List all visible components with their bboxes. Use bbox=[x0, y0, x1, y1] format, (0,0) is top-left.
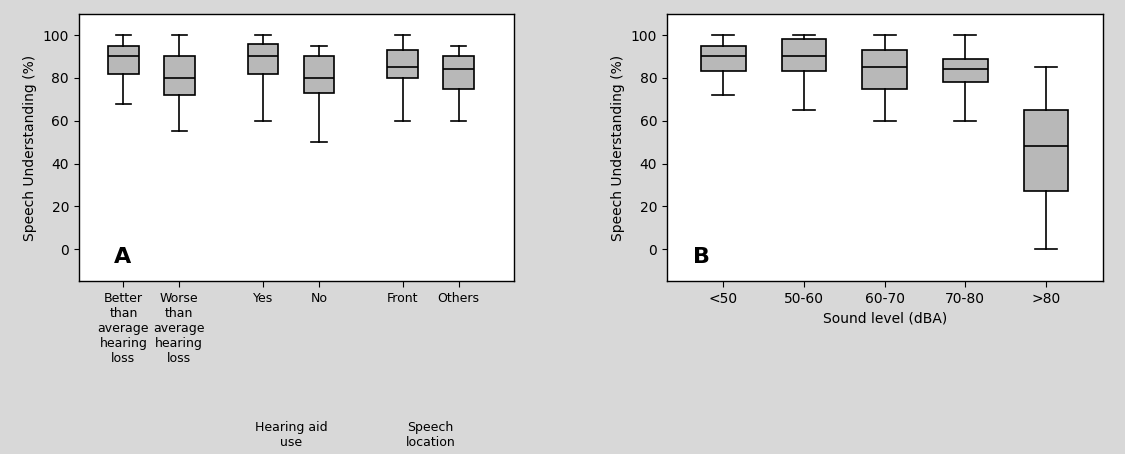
X-axis label: Sound level (dBA): Sound level (dBA) bbox=[822, 311, 947, 326]
PathPatch shape bbox=[304, 56, 334, 93]
PathPatch shape bbox=[701, 46, 746, 71]
Text: A: A bbox=[114, 247, 130, 267]
Text: Hearing aid
use: Hearing aid use bbox=[254, 421, 327, 449]
PathPatch shape bbox=[943, 59, 988, 82]
Y-axis label: Speech Understanding (%): Speech Understanding (%) bbox=[611, 54, 626, 241]
PathPatch shape bbox=[248, 44, 278, 74]
PathPatch shape bbox=[108, 46, 138, 74]
PathPatch shape bbox=[863, 50, 907, 89]
Y-axis label: Speech Understanding (%): Speech Understanding (%) bbox=[24, 54, 37, 241]
PathPatch shape bbox=[164, 56, 195, 95]
PathPatch shape bbox=[782, 39, 826, 71]
PathPatch shape bbox=[1024, 110, 1069, 192]
Text: Speech
location: Speech location bbox=[406, 421, 456, 449]
PathPatch shape bbox=[387, 50, 418, 78]
Text: B: B bbox=[693, 247, 710, 267]
PathPatch shape bbox=[443, 56, 474, 89]
